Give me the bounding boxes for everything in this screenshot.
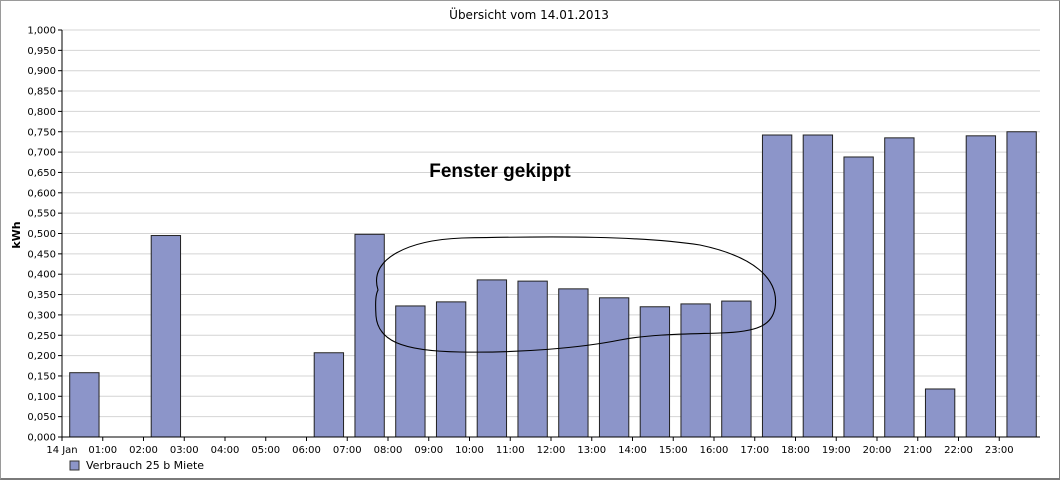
y-tick-label: 0,600 bbox=[27, 188, 56, 199]
y-tick-label: 0,750 bbox=[27, 127, 56, 138]
bar bbox=[395, 305, 426, 438]
x-tick-label: 23:00 bbox=[985, 445, 1014, 456]
x-tick-label: 20:00 bbox=[863, 445, 892, 456]
x-tick-label: 09:00 bbox=[414, 445, 443, 456]
bar bbox=[313, 352, 345, 438]
x-tick-label: 14:00 bbox=[618, 445, 647, 456]
x-tick-labels: 14 Jan 01:00 02:00 03:00 04:00 05:00 06:00 07:0… bbox=[46, 437, 1014, 456]
y-tick-label: 0,650 bbox=[27, 168, 56, 179]
y-tick-label: 0,050 bbox=[27, 412, 56, 423]
bar bbox=[354, 233, 385, 438]
x-tick-label: 12:00 bbox=[537, 445, 566, 456]
bar bbox=[1006, 131, 1037, 438]
y-tick-label: 0,200 bbox=[27, 351, 56, 362]
x-tick-label: 04:00 bbox=[211, 445, 240, 456]
y-tick-label: 0,350 bbox=[27, 290, 56, 301]
y-tick-label: 0,150 bbox=[27, 371, 56, 382]
gridlines bbox=[62, 29, 1040, 418]
x-tick-label: 10:00 bbox=[455, 445, 484, 456]
y-tick-label: 0,550 bbox=[27, 209, 56, 220]
y-axis-label: kWh bbox=[10, 221, 23, 248]
x-tick-label: 21:00 bbox=[903, 445, 932, 456]
y-tick-labels: 0,000 0,050 0,100 0,150 0,200 0,250 0,300 0,350… bbox=[27, 26, 62, 444]
bar bbox=[802, 134, 834, 438]
x-tick-label: 16:00 bbox=[700, 445, 729, 456]
bar bbox=[924, 388, 956, 438]
y-tick-label: 0,000 bbox=[27, 433, 56, 444]
y-tick-label: 0,500 bbox=[27, 229, 56, 240]
bar bbox=[517, 280, 548, 438]
legend-label: Verbrauch 25 b Miete bbox=[86, 459, 204, 472]
bar bbox=[639, 306, 671, 438]
y-tick-label: 0,450 bbox=[27, 249, 56, 260]
bars bbox=[69, 131, 1037, 438]
x-tick-label: 03:00 bbox=[170, 445, 199, 456]
x-tick-label: 15:00 bbox=[659, 445, 688, 456]
x-tick-label: 19:00 bbox=[822, 445, 851, 456]
chart-title: Übersicht vom 14.01.2013 bbox=[449, 6, 609, 22]
x-tick-label: 01:00 bbox=[88, 445, 117, 456]
x-tick-label: 22:00 bbox=[944, 445, 973, 456]
y-tick-label: 0,250 bbox=[27, 331, 56, 342]
bar bbox=[598, 297, 630, 438]
annotation-ellipse bbox=[375, 236, 777, 353]
annotation-fenster-gekippt: Fenster gekippt bbox=[429, 161, 571, 182]
bar bbox=[965, 135, 997, 438]
y-tick-label: 0,100 bbox=[27, 392, 56, 403]
bar bbox=[435, 301, 467, 438]
bar bbox=[69, 372, 100, 438]
y-tick-label: 1,000 bbox=[27, 26, 56, 37]
y-tick-label: 0,400 bbox=[27, 270, 56, 281]
x-tick-label: 07:00 bbox=[333, 445, 362, 456]
x-tick-label: 13:00 bbox=[577, 445, 606, 456]
x-tick-label: 18:00 bbox=[781, 445, 810, 456]
bar bbox=[476, 279, 508, 438]
y-tick-label: 0,700 bbox=[27, 148, 56, 159]
bar bbox=[843, 156, 874, 438]
bar bbox=[721, 300, 752, 438]
y-tick-label: 0,950 bbox=[27, 46, 56, 57]
y-tick-label: 0,850 bbox=[27, 87, 56, 98]
bar bbox=[680, 303, 711, 438]
bar bbox=[761, 134, 793, 438]
x-tick-label: 14 Jan bbox=[46, 445, 77, 456]
x-tick-label: 08:00 bbox=[374, 445, 403, 456]
y-tick-label: 0,800 bbox=[27, 107, 56, 118]
x-tick-label: 02:00 bbox=[129, 445, 158, 456]
legend-swatch bbox=[69, 460, 80, 471]
bar bbox=[150, 235, 182, 438]
x-tick-label: 11:00 bbox=[496, 445, 525, 456]
x-tick-label: 17:00 bbox=[740, 445, 769, 456]
x-tick-label: 05:00 bbox=[251, 445, 280, 456]
bar bbox=[558, 288, 589, 438]
x-tick-label: 06:00 bbox=[292, 445, 321, 456]
y-tick-label: 0,300 bbox=[27, 310, 56, 321]
bar bbox=[884, 137, 915, 438]
y-tick-label: 0,900 bbox=[27, 66, 56, 77]
